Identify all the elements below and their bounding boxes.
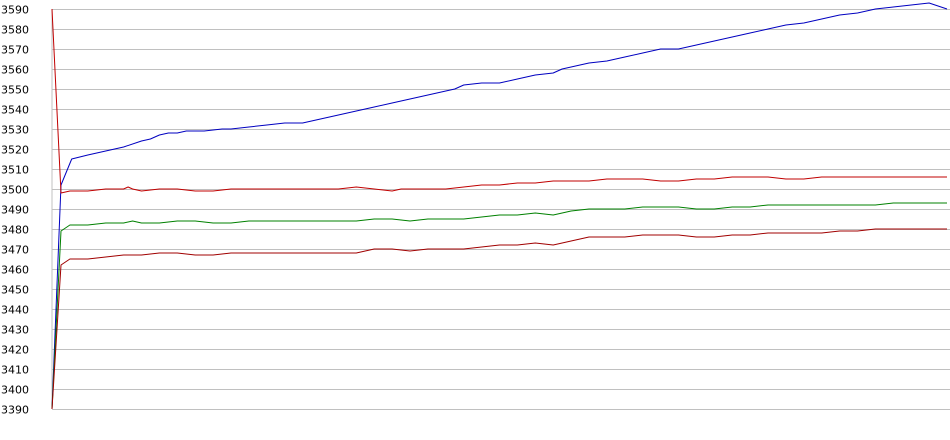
y-tick-label: 3540 [1, 104, 29, 117]
y-tick-label: 3410 [1, 364, 29, 377]
y-tick-label: 3400 [1, 384, 29, 397]
y-tick-label: 3450 [1, 284, 29, 297]
series-line-1 [51, 2, 948, 410]
y-tick-label: 3560 [1, 64, 29, 77]
y-tick-label: 3420 [1, 344, 29, 357]
y-axis: 3590 3580 3570 3560 3550 3540 3530 3520 3510 3500… [1, 4, 29, 417]
y-tick-label: 3550 [1, 84, 29, 97]
y-tick-label: 3500 [1, 184, 29, 197]
y-tick-label: 3430 [1, 324, 29, 337]
series-lines [51, 2, 948, 410]
y-tick-label: 3390 [1, 404, 29, 417]
y-tick-label: 3520 [1, 144, 29, 157]
series-line-3 [51, 202, 947, 410]
y-tick-label: 3470 [1, 244, 29, 257]
y-tick-label: 3490 [1, 204, 29, 217]
y-tick-label: 3460 [1, 264, 29, 277]
series-line-2 [51, 8, 947, 194]
y-tick-label: 3440 [1, 304, 29, 317]
y-tick-label: 3580 [1, 24, 29, 37]
y-tick-label: 3590 [1, 4, 29, 17]
y-tick-label: 3480 [1, 224, 29, 237]
series-line-4 [51, 228, 947, 410]
gridlines [51, 9, 950, 410]
y-tick-label: 3530 [1, 124, 29, 137]
y-tick-label: 3570 [1, 44, 29, 57]
y-tick-label: 3510 [1, 164, 29, 177]
